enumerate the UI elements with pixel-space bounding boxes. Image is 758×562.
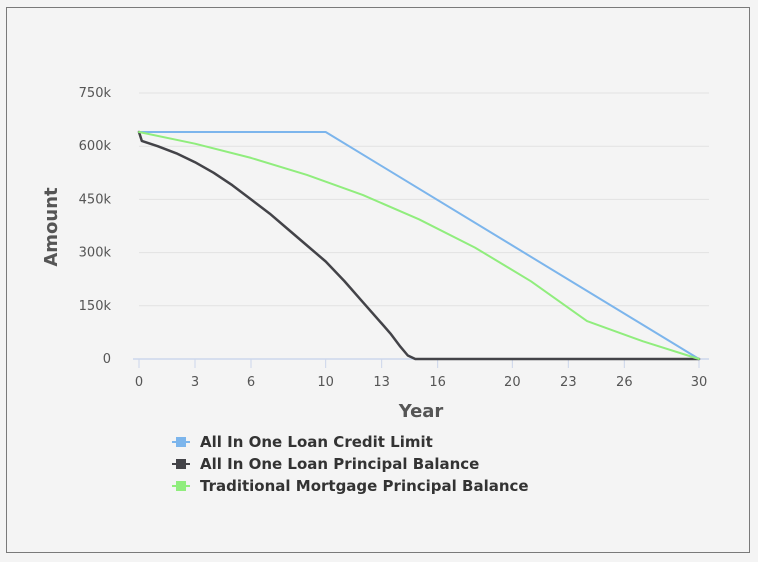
x-tick-label: 20 [504, 375, 521, 390]
series-line-1 [138, 131, 700, 360]
legend-label: All In One Loan Principal Balance [200, 455, 479, 473]
chart-frame: 0 150k 300k 450k 600k 750k 0 3 6 10 13 16 20 23 26 30 A… [6, 7, 750, 553]
y-axis-title: Amount [41, 187, 62, 267]
x-tick-label: 0 [135, 375, 143, 390]
loan-comparison-chart: 0 150k 300k 450k 600k 750k 0 3 6 10 13 16 20 23 26 30 A… [41, 86, 709, 495]
legend-marker [176, 481, 186, 491]
y-tick-label: 300k [79, 246, 112, 261]
x-tick-label: 30 [691, 375, 708, 390]
legend-marker [176, 459, 186, 469]
x-axis-title: Year [398, 401, 444, 422]
legend-marker [176, 437, 186, 447]
x-tick-label: 10 [317, 375, 334, 390]
y-tick-label: 750k [79, 86, 112, 101]
y-tick-label: 450k [79, 192, 112, 207]
legend-item[interactable]: All In One Loan Principal Balance [172, 455, 479, 473]
x-tick-label: 6 [247, 375, 255, 390]
y-tick-label: 0 [103, 352, 111, 367]
x-tick-label: 16 [429, 375, 446, 390]
legend-label: Traditional Mortgage Principal Balance [200, 477, 529, 495]
series-line-2 [137, 130, 701, 361]
x-tick-label: 26 [616, 375, 633, 390]
series [137, 130, 701, 361]
y-tick-label: 150k [79, 299, 112, 314]
axes: 0 150k 300k 450k 600k 750k 0 3 6 10 13 16 20 23 26 30 [79, 86, 709, 390]
x-tick-label: 3 [191, 375, 199, 390]
x-tick-label: 13 [373, 375, 390, 390]
legend-label: All In One Loan Credit Limit [200, 433, 433, 451]
series-line-3 [138, 131, 700, 360]
grid [139, 92, 709, 307]
legend-item[interactable]: Traditional Mortgage Principal Balance [172, 477, 529, 495]
y-tick-label: 600k [79, 139, 112, 154]
x-tick-label: 23 [560, 375, 577, 390]
legend-item[interactable]: All In One Loan Credit Limit [172, 433, 433, 451]
legend: All In One Loan Credit Limit All In One L… [172, 433, 529, 495]
